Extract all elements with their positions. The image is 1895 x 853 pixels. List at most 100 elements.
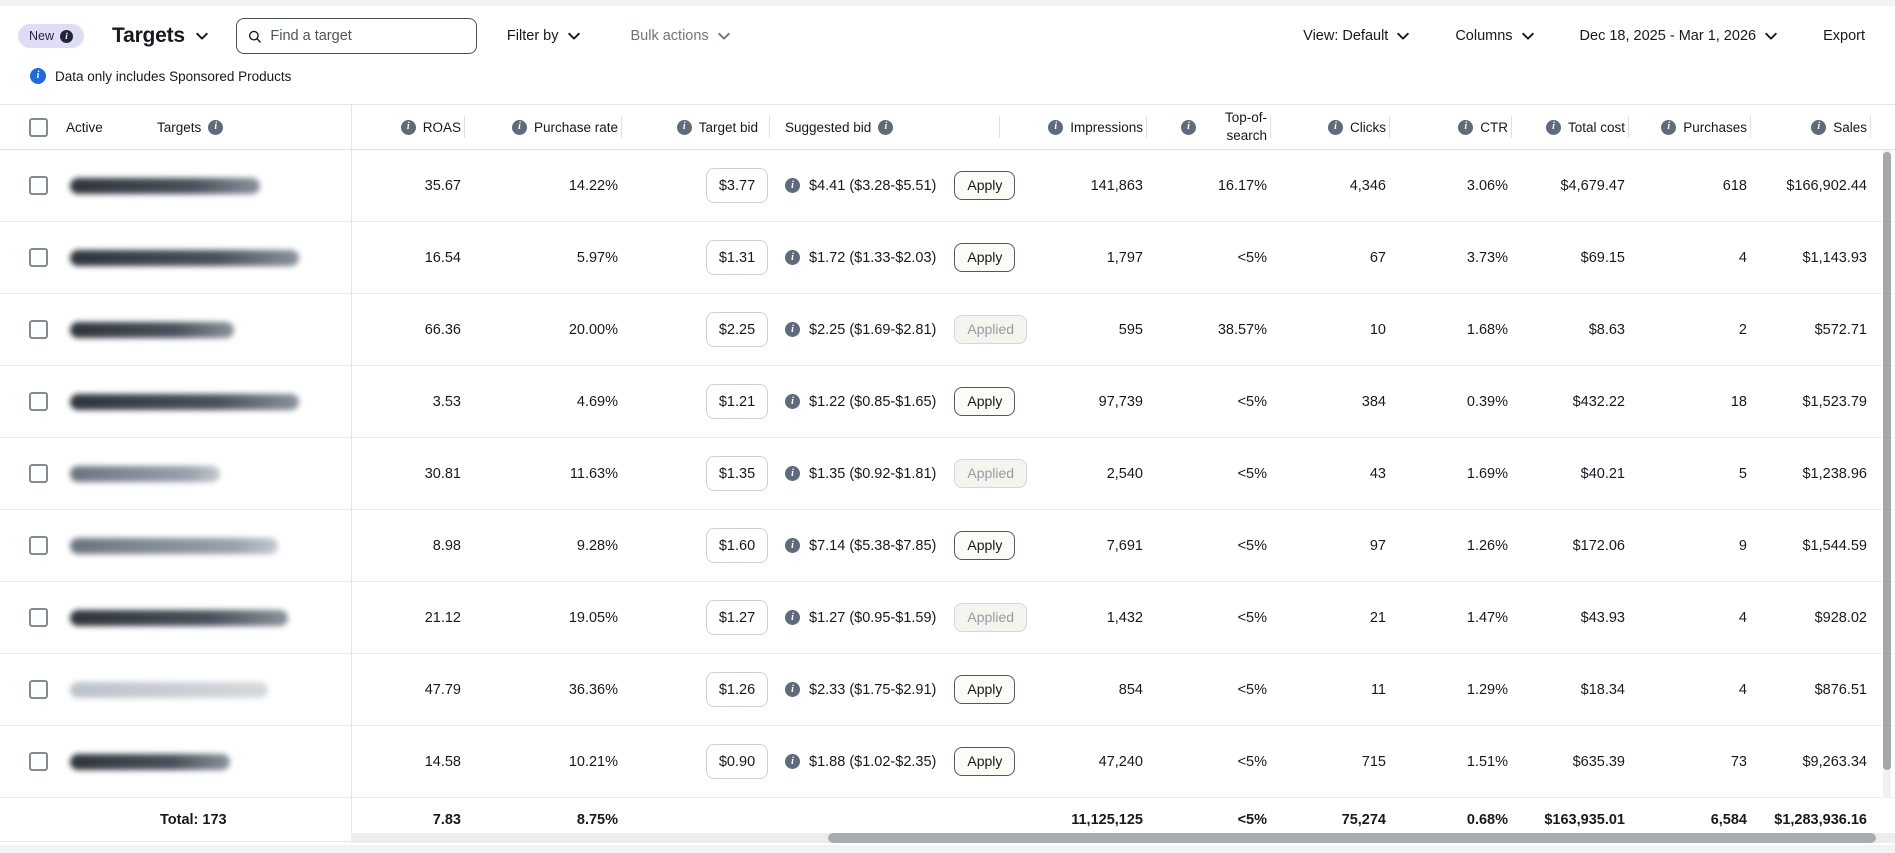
- sales-value: $876.51: [1814, 681, 1867, 698]
- clicks-value: 4,346: [1349, 177, 1386, 194]
- target-bid-input[interactable]: $3.77: [706, 168, 768, 203]
- page-title-dropdown[interactable]: Targets: [112, 24, 209, 48]
- col-header-active[interactable]: Active: [66, 119, 103, 135]
- info-icon[interactable]: i: [785, 394, 800, 409]
- target-bid-input[interactable]: $2.25: [706, 312, 768, 347]
- info-icon[interactable]: i: [785, 538, 800, 553]
- target-bid-input[interactable]: $1.26: [706, 672, 768, 707]
- row-checkbox[interactable]: [29, 176, 48, 195]
- col-header-roas[interactable]: i ROAS: [351, 105, 465, 149]
- apply-bid-button[interactable]: Apply: [954, 675, 1016, 704]
- row-checkbox[interactable]: [29, 320, 48, 339]
- apply-bid-button[interactable]: Apply: [954, 747, 1016, 776]
- apply-bid-button[interactable]: Apply: [954, 171, 1016, 200]
- col-header-impressions[interactable]: i Impressions: [1000, 105, 1147, 149]
- row-checkbox[interactable]: [29, 464, 48, 483]
- ctr-value: 0.39%: [1466, 393, 1508, 410]
- horizontal-scrollbar-thumb[interactable]: [828, 833, 1876, 843]
- apply-bid-button[interactable]: Apply: [954, 243, 1016, 272]
- col-header-sales[interactable]: i Sales: [1751, 105, 1871, 149]
- filter-by-dropdown[interactable]: Filter by: [507, 28, 581, 44]
- applied-bid-button: Applied: [954, 459, 1028, 488]
- info-icon[interactable]: i: [60, 29, 74, 43]
- target-bid-input[interactable]: $1.31: [706, 240, 768, 275]
- suggested-bid-value: $2.33 ($1.75-$2.91): [809, 681, 937, 698]
- info-icon[interactable]: i: [1048, 119, 1064, 135]
- vertical-scrollbar-thumb[interactable]: [1883, 152, 1891, 770]
- export-button[interactable]: Export: [1823, 28, 1865, 44]
- info-icon[interactable]: i: [785, 322, 800, 337]
- sales-value: $9,263.34: [1802, 753, 1867, 770]
- info-icon[interactable]: i: [785, 178, 800, 193]
- col-header-ctr[interactable]: i CTR: [1390, 105, 1512, 149]
- col-header-targets[interactable]: Targets i: [130, 105, 351, 149]
- info-icon[interactable]: i: [1181, 119, 1196, 135]
- new-badge-label: New: [29, 29, 55, 43]
- chevron-down-icon: [195, 29, 209, 43]
- info-icon[interactable]: i: [785, 250, 800, 265]
- info-icon[interactable]: i: [785, 754, 800, 769]
- info-icon[interactable]: i: [676, 119, 692, 135]
- info-icon[interactable]: i: [208, 119, 224, 135]
- target-bid-input[interactable]: $1.35: [706, 456, 768, 491]
- target-bid-input[interactable]: $1.60: [706, 528, 768, 563]
- row-checkbox[interactable]: [29, 680, 48, 699]
- totals-sales: $1,283,936.16: [1774, 811, 1867, 828]
- sales-value: $1,544.59: [1802, 537, 1867, 554]
- apply-bid-button[interactable]: Apply: [954, 387, 1016, 416]
- view-label: View: Default: [1303, 28, 1389, 44]
- roas-value: 35.67: [424, 177, 461, 194]
- info-icon[interactable]: i: [1328, 119, 1343, 135]
- target-bid-input[interactable]: $1.27: [706, 600, 768, 635]
- clicks-value: 67: [1369, 249, 1386, 266]
- info-icon: i: [30, 68, 46, 84]
- suggested-bid-value: $1.88 ($1.02-$2.35): [809, 753, 937, 770]
- row-checkbox[interactable]: [29, 536, 48, 555]
- info-icon[interactable]: i: [1458, 119, 1474, 135]
- bulk-actions-label: Bulk actions: [630, 28, 709, 44]
- columns-dropdown[interactable]: Columns: [1455, 28, 1534, 44]
- bulk-actions-dropdown[interactable]: Bulk actions: [631, 28, 731, 44]
- row-checkbox-cell: [0, 464, 60, 483]
- target-name-redacted: [70, 753, 230, 770]
- row-checkbox[interactable]: [29, 752, 48, 771]
- search-input[interactable]: [270, 28, 465, 44]
- top-of-search-value: 16.17%: [1217, 177, 1267, 194]
- col-header-top-of-search[interactable]: i Top-of-search: [1147, 105, 1271, 149]
- row-checkbox[interactable]: [29, 248, 48, 267]
- col-header-target-bid[interactable]: i Target bid: [622, 105, 770, 149]
- info-icon[interactable]: i: [1545, 119, 1561, 135]
- info-icon[interactable]: i: [400, 119, 416, 135]
- col-header-total-cost[interactable]: i Total cost: [1512, 105, 1629, 149]
- apply-bid-button[interactable]: Apply: [954, 531, 1016, 560]
- target-bid-input[interactable]: $1.21: [706, 384, 768, 419]
- suggested-bid-value: $1.35 ($0.92-$1.81): [809, 465, 937, 482]
- col-header-clicks[interactable]: i Clicks: [1271, 105, 1390, 149]
- row-checkbox-cell: [0, 392, 60, 411]
- info-icon[interactable]: i: [785, 610, 800, 625]
- row-checkbox-cell: [0, 248, 60, 267]
- top-of-search-value: <5%: [1237, 393, 1267, 410]
- info-icon[interactable]: i: [785, 466, 800, 481]
- info-icon[interactable]: i: [878, 119, 894, 135]
- info-icon[interactable]: i: [1811, 119, 1827, 135]
- row-checkbox-cell: [0, 680, 60, 699]
- view-dropdown[interactable]: View: Default: [1303, 28, 1410, 44]
- select-all-checkbox[interactable]: [29, 117, 48, 137]
- suggested-bid-value: $4.41 ($3.28-$5.51): [809, 177, 937, 194]
- date-range-dropdown[interactable]: Dec 18, 2025 - Mar 1, 2026: [1580, 28, 1779, 44]
- info-icon[interactable]: i: [785, 682, 800, 697]
- total-cost-value: $432.22: [1572, 393, 1625, 410]
- purchases-value: 5: [1738, 465, 1747, 482]
- target-bid-input[interactable]: $0.90: [706, 744, 768, 779]
- fixed-column-divider: [351, 104, 352, 842]
- col-header-suggested-bid[interactable]: Suggested bid i: [770, 105, 1000, 149]
- info-icon[interactable]: i: [511, 119, 527, 135]
- col-header-purchase-rate[interactable]: i Purchase rate: [465, 105, 622, 149]
- row-checkbox[interactable]: [29, 392, 48, 411]
- info-icon[interactable]: i: [1661, 119, 1677, 135]
- col-header-purchases[interactable]: i Purchases: [1629, 105, 1751, 149]
- suggested-bid-cell: i $4.41 ($3.28-$5.51) Apply: [770, 171, 1016, 200]
- row-checkbox[interactable]: [29, 608, 48, 627]
- new-badge: New i: [18, 24, 85, 48]
